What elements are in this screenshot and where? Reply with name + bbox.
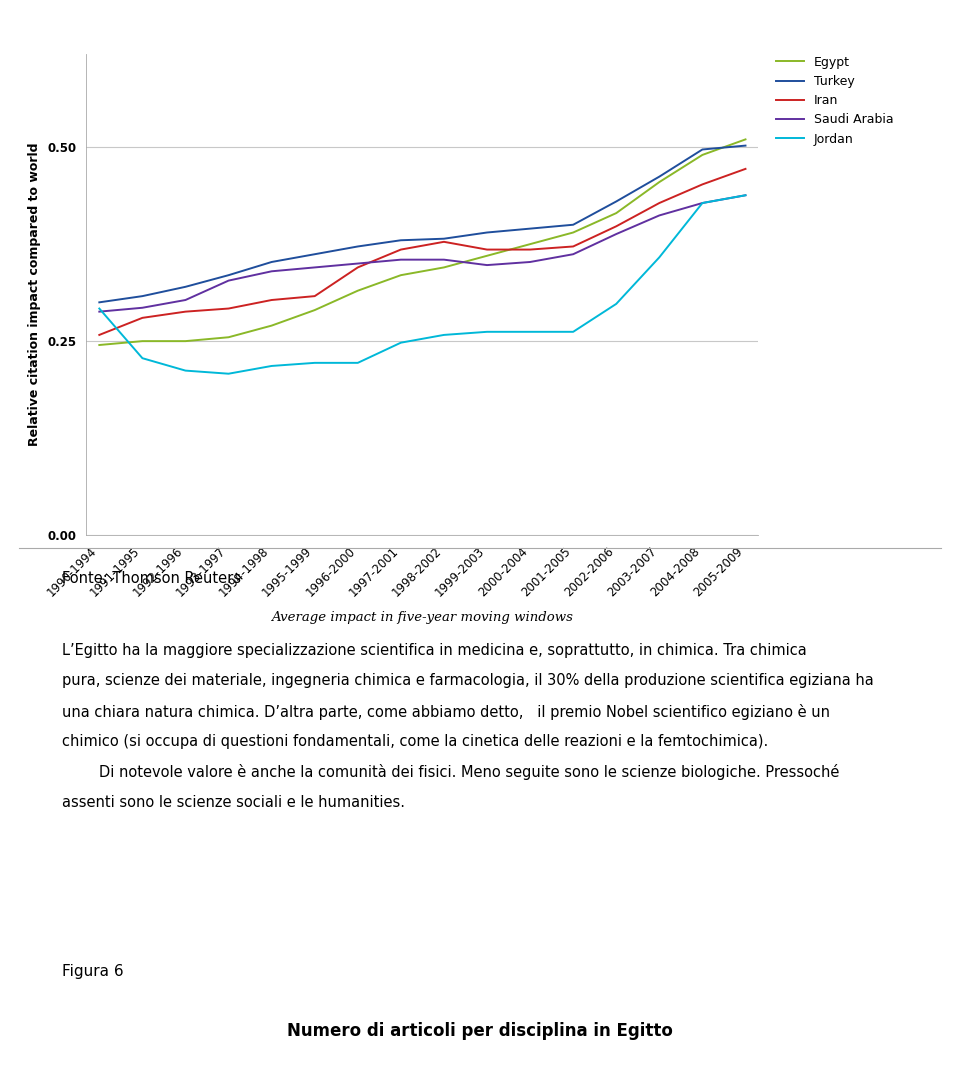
Y-axis label: Relative citation impact compared to world: Relative citation impact compared to wor… (28, 143, 40, 446)
Text: assenti sono le scienze sociali e le humanities.: assenti sono le scienze sociali e le hum… (62, 795, 405, 810)
Text: L’Egitto ha la maggiore specializzazione scientifica in medicina e, soprattutto,: L’Egitto ha la maggiore specializzazione… (62, 643, 807, 658)
Legend: Egypt, Turkey, Iran, Saudi Arabia, Jordan: Egypt, Turkey, Iran, Saudi Arabia, Jorda… (772, 51, 899, 150)
Text: Fonte: Thomson Reuters: Fonte: Thomson Reuters (62, 571, 241, 586)
Text: Figura 6: Figura 6 (62, 964, 124, 979)
Text: Di notevole valore è anche la comunità dei fisici. Meno seguite sono le scienze : Di notevole valore è anche la comunità d… (62, 764, 840, 780)
X-axis label: Average impact in five-year moving windows: Average impact in five-year moving windo… (272, 611, 573, 624)
Text: una chiara natura chimica. D’altra parte, come abbiamo detto,   il premio Nobel : una chiara natura chimica. D’altra parte… (62, 704, 830, 720)
Text: pura, scienze dei materiale, ingegneria chimica e farmacologia, il 30% della pro: pura, scienze dei materiale, ingegneria … (62, 673, 875, 689)
Text: chimico (si occupa di questioni fondamentali, come la cinetica delle reazioni e : chimico (si occupa di questioni fondamen… (62, 734, 769, 749)
Text: Numero di articoli per disciplina in Egitto: Numero di articoli per disciplina in Egi… (287, 1022, 673, 1040)
